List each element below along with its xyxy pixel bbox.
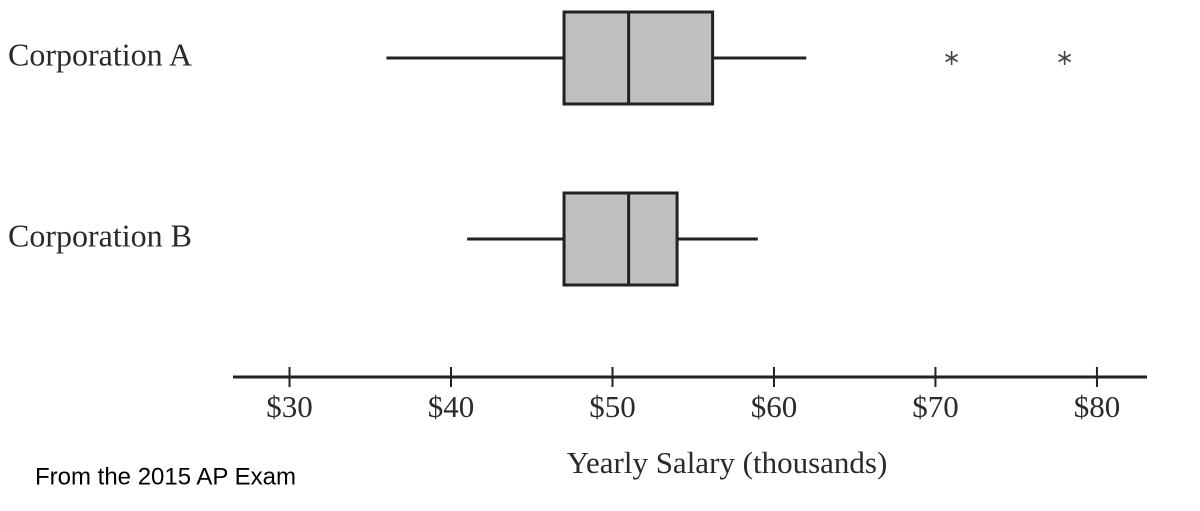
x-tick-label: $80 bbox=[1074, 389, 1121, 424]
x-tick-label: $70 bbox=[912, 389, 959, 424]
x-tick-label: $30 bbox=[266, 389, 313, 424]
x-tick-label: $60 bbox=[751, 389, 798, 424]
box bbox=[562, 10, 715, 106]
outlier bbox=[945, 51, 959, 65]
box bbox=[562, 191, 679, 287]
x-tick-label: $50 bbox=[589, 389, 636, 424]
outlier bbox=[1058, 51, 1072, 65]
category-label: Corporation B bbox=[8, 217, 192, 253]
x-axis-label: Yearly Salary (thousands) bbox=[567, 445, 888, 480]
x-tick-label: $40 bbox=[428, 389, 475, 424]
category-label: Corporation A bbox=[8, 36, 192, 72]
annotation: From the 2015 AP Exam bbox=[35, 463, 296, 490]
